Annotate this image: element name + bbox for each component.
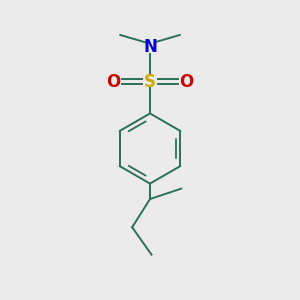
Text: O: O [179,73,194,91]
Text: O: O [106,73,121,91]
Text: N: N [143,38,157,56]
Text: S: S [144,73,156,91]
